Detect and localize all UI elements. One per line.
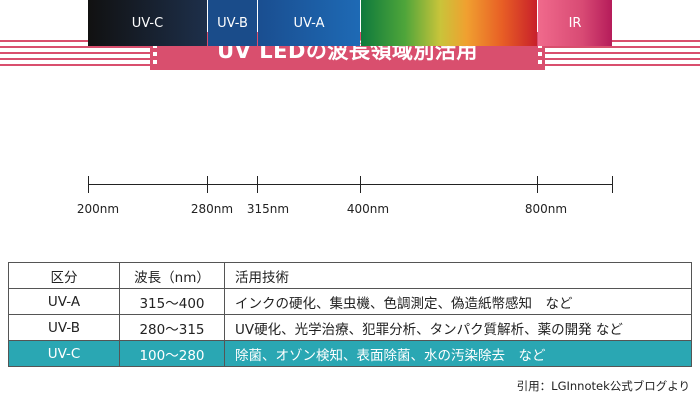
cell-wavelength: 280～315: [119, 314, 225, 341]
tick-label-200: 200nm: [76, 202, 120, 216]
tick-label-400: 400nm: [346, 202, 390, 216]
cell-usage: UV硬化、光学治療、犯罪分析、タンパク質解析、薬の開発 など: [224, 314, 692, 341]
table-row-highlighted: UV-C 100～280 除菌、オゾン検知、表面除菌、水の汚染除去 など: [8, 340, 692, 367]
tick-label-280: 280nm: [190, 202, 234, 216]
header-usage: 活用技術: [224, 262, 692, 289]
cell-wavelength: 315～400: [119, 288, 225, 315]
wavelength-axis: [88, 184, 613, 185]
citation: 引用：LGInnotek公式ブログより: [516, 379, 690, 393]
table-row: UV-A 315～400 インクの硬化、集虫機、色調測定、偽造紙幣感知 など: [8, 288, 692, 315]
tick-end: [612, 176, 613, 193]
tick-315: [257, 176, 258, 193]
tick-400: [360, 176, 361, 193]
spectrum-segment-uva: UV-A: [258, 0, 360, 46]
banner-stripes-left: [0, 40, 150, 66]
cell-category: UV-A: [8, 288, 120, 315]
header-wavelength: 波長（nm）: [119, 262, 225, 289]
banner-stripes-right: [545, 40, 700, 66]
cell-usage: 除菌、オゾン検知、表面除菌、水の汚染除去 など: [224, 340, 692, 367]
cell-wavelength: 100～280: [119, 340, 225, 367]
uv-usage-table: 区分 波長（nm） 活用技術 UV-A 315～400 インクの硬化、集虫機、色…: [8, 262, 692, 367]
cell-category: UV-B: [8, 314, 120, 341]
spectrum-segment-visible: [361, 0, 537, 46]
spectrum-segment-ir: IR: [538, 0, 612, 46]
spectrum-segment-uvc: UV-C: [88, 0, 207, 46]
table-row: UV-B 280～315 UV硬化、光学治療、犯罪分析、タンパク質解析、薬の開発…: [8, 314, 692, 341]
spectrum-segment-uvb: UV-B: [208, 0, 257, 46]
tick-label-800: 800nm: [524, 202, 568, 216]
tick-200: [88, 176, 89, 193]
cell-category: UV-C: [8, 340, 120, 367]
tick-280: [207, 176, 208, 193]
tick-800: [537, 176, 538, 193]
tick-label-315: 315nm: [246, 202, 290, 216]
cell-usage: インクの硬化、集虫機、色調測定、偽造紙幣感知 など: [224, 288, 692, 315]
table-header-row: 区分 波長（nm） 活用技術: [8, 262, 692, 289]
header-category: 区分: [8, 262, 120, 289]
